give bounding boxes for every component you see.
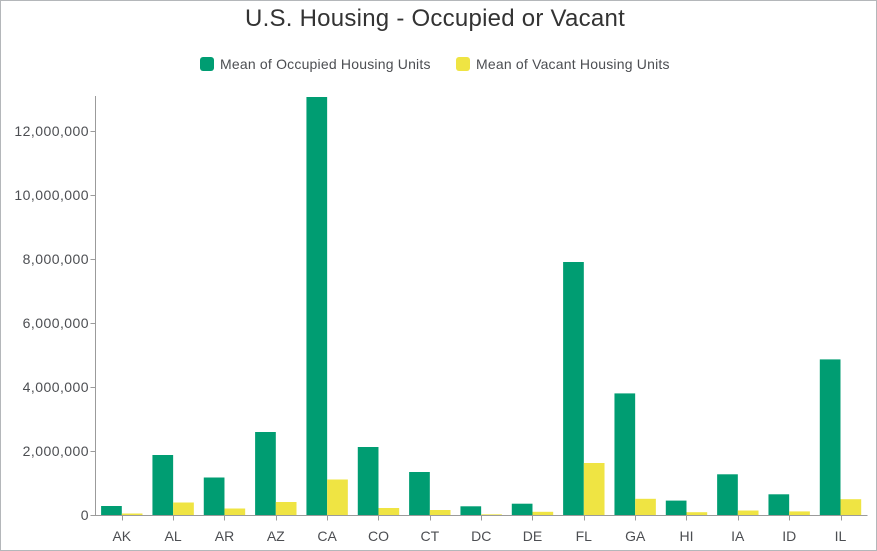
- svg-text:AL: AL: [165, 528, 182, 544]
- svg-text:8,000,000: 8,000,000: [23, 251, 89, 267]
- svg-text:CA: CA: [317, 528, 337, 544]
- svg-text:10,000,000: 10,000,000: [14, 187, 89, 203]
- svg-text:AR: AR: [215, 528, 234, 544]
- svg-text:0: 0: [81, 507, 89, 523]
- svg-text:4,000,000: 4,000,000: [23, 379, 89, 395]
- svg-text:IL: IL: [835, 528, 847, 544]
- svg-text:DE: DE: [523, 528, 542, 544]
- svg-text:CO: CO: [368, 528, 389, 544]
- svg-text:AZ: AZ: [267, 528, 285, 544]
- svg-text:U.S. Housing - Occupied or Vac: U.S. Housing - Occupied or Vacant: [245, 5, 625, 32]
- svg-text:GA: GA: [625, 528, 646, 544]
- svg-text:AK: AK: [112, 528, 131, 544]
- svg-text:IA: IA: [731, 528, 745, 544]
- svg-text:2,000,000: 2,000,000: [23, 443, 89, 459]
- svg-text:DC: DC: [471, 528, 491, 544]
- svg-text:12,000,000: 12,000,000: [14, 123, 89, 139]
- svg-text:FL: FL: [576, 528, 593, 544]
- svg-text:6,000,000: 6,000,000: [23, 315, 89, 331]
- svg-text:Mean of Occupied Housing Units: Mean of Occupied Housing Units: [220, 56, 431, 72]
- svg-text:Mean of Vacant Housing Units: Mean of Vacant Housing Units: [476, 56, 670, 72]
- svg-text:CT: CT: [420, 528, 439, 544]
- svg-text:HI: HI: [680, 528, 694, 544]
- svg-text:ID: ID: [782, 528, 796, 544]
